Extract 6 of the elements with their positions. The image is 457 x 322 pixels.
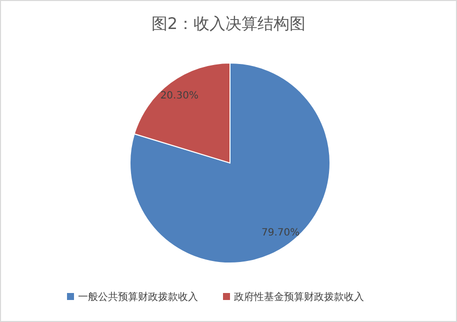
legend-label: 政府性基金预算财政拨款收入 bbox=[234, 291, 364, 303]
chart-title: 图2：收入决算结构图 bbox=[151, 14, 306, 33]
data-label: 20.30% bbox=[160, 90, 198, 102]
legend-label: 一般公共预算财政拨款收入 bbox=[78, 291, 198, 303]
data-label: 79.70% bbox=[262, 227, 300, 238]
pie-slice bbox=[130, 62, 330, 264]
